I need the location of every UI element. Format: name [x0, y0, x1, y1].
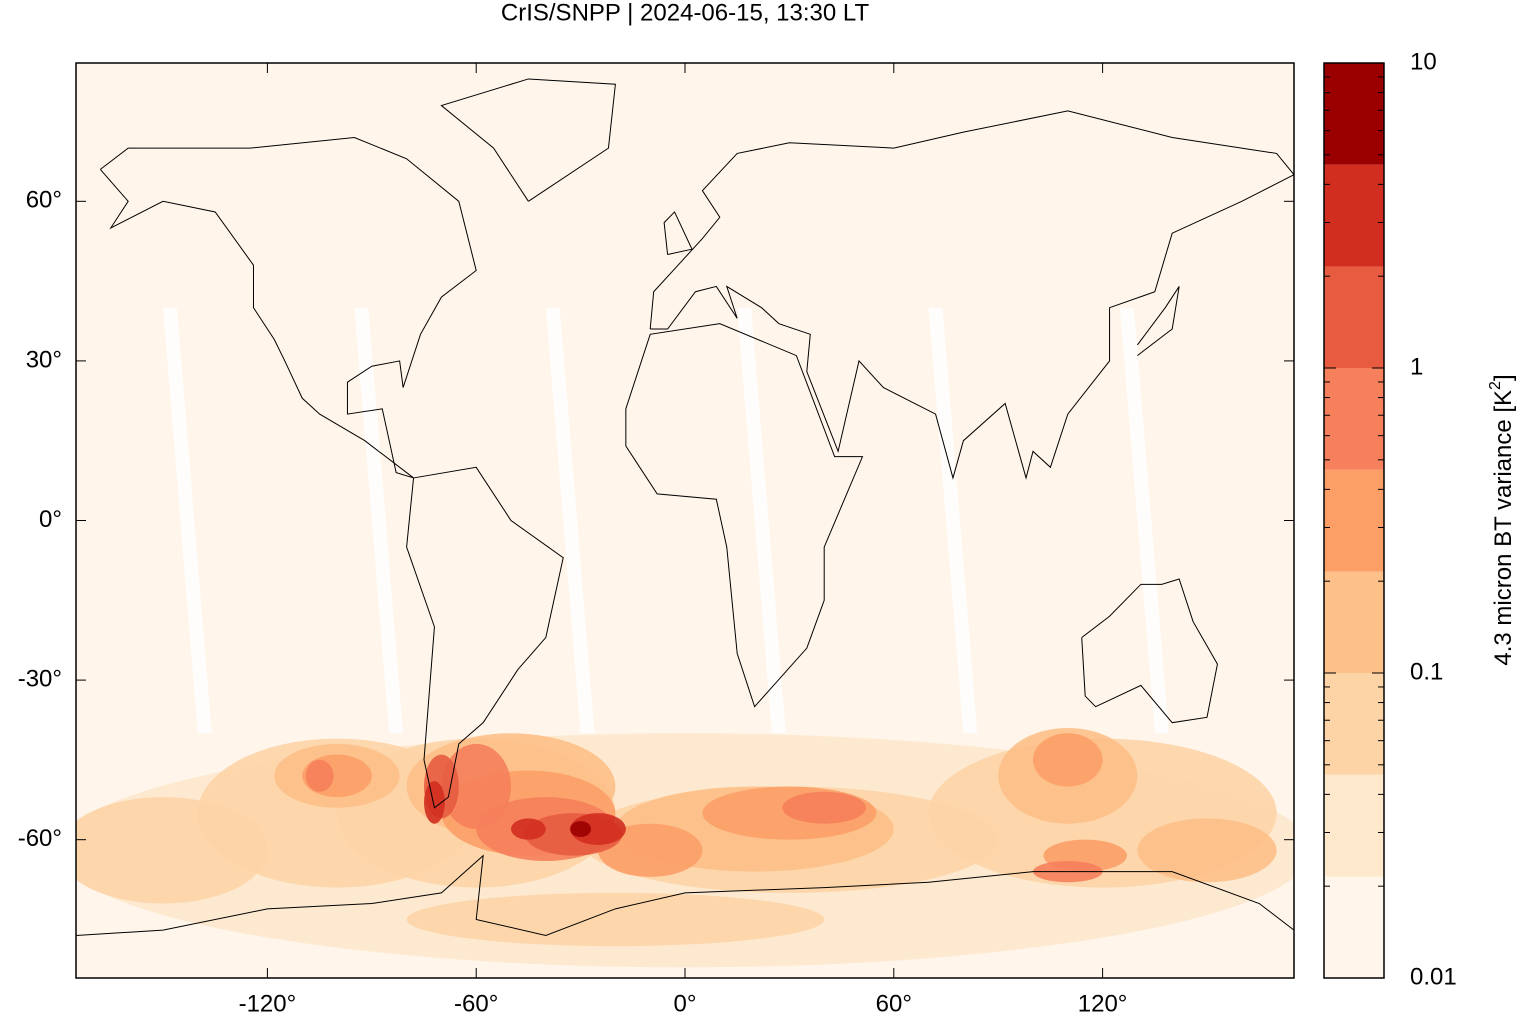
colorbar-label-suffix: ] [1490, 374, 1517, 381]
colorbar-tick-label: 10 [1410, 48, 1437, 75]
coastline [1081, 578, 1218, 724]
y-tick-label: 0° [39, 506, 62, 533]
orbit-gap [928, 307, 978, 734]
field-patch [598, 823, 703, 877]
colorbar-tick-label: 0.1 [1410, 658, 1443, 685]
colorbar-level [1324, 63, 1384, 165]
field-patch [1137, 818, 1277, 883]
x-tick-label: -60° [454, 990, 498, 1017]
field-patch [406, 892, 825, 947]
orbit-gap [1120, 307, 1169, 734]
colorbar-level [1324, 368, 1384, 470]
x-tick-label: 60° [876, 990, 912, 1017]
colorbar-level [1324, 571, 1384, 673]
orbit-gap [737, 307, 786, 734]
orbit-gap [354, 307, 404, 734]
coastline [440, 78, 616, 202]
field-patch [511, 818, 546, 840]
variance-field [76, 63, 1294, 978]
colorbar-label: 4.3 micron BT variance [K2] [1487, 374, 1517, 665]
field-patch [570, 813, 626, 846]
colorbar-label-text: 4.3 micron BT variance [K [1490, 390, 1517, 666]
colorbar-frame [1323, 62, 1385, 979]
coastline [625, 323, 864, 708]
y-tick-label: -60° [18, 825, 62, 852]
y-tick-label: 30° [26, 346, 62, 373]
chart-title: CrIS/SNPP | 2024-06-15, 13:30 LT [501, 0, 870, 26]
field-patch [782, 791, 866, 824]
coastline [99, 136, 477, 479]
y-tick-label: -30° [18, 665, 62, 692]
colorbar-level [1324, 266, 1384, 368]
coastlines [76, 78, 1294, 936]
orbit-gap [545, 307, 595, 734]
field-patch [570, 821, 592, 838]
colorbar-level [1324, 164, 1384, 267]
field-patch [305, 759, 334, 792]
x-tick-label: 0° [674, 990, 697, 1017]
colorbar-level [1324, 673, 1384, 775]
coastline [1136, 286, 1180, 356]
coastline [76, 854, 1294, 936]
colorbar-tick-label: 1 [1410, 353, 1423, 380]
colorbar-level [1324, 774, 1384, 877]
coastline [649, 110, 1294, 480]
colorbar-level [1324, 469, 1384, 572]
colorbar-level [1324, 876, 1384, 978]
colorbar-tick-label: 0.01 [1410, 963, 1457, 990]
coastline [663, 211, 693, 256]
field-patch [441, 743, 512, 830]
y-tick-label: 60° [26, 187, 62, 214]
x-tick-label: 120° [1078, 990, 1128, 1017]
axes: -120° -60° 0° 60° 120° 60° 30° 0° -30° -60° 0.01 0.… [18, 48, 1457, 1017]
x-tick-label: -120° [239, 990, 297, 1017]
orbit-gap [163, 307, 212, 734]
field-patch [1033, 733, 1103, 787]
field-patch [76, 797, 268, 904]
field-patch [424, 781, 445, 824]
colorbar-label-superscript: 2 [1487, 381, 1504, 390]
coastline [406, 466, 564, 809]
